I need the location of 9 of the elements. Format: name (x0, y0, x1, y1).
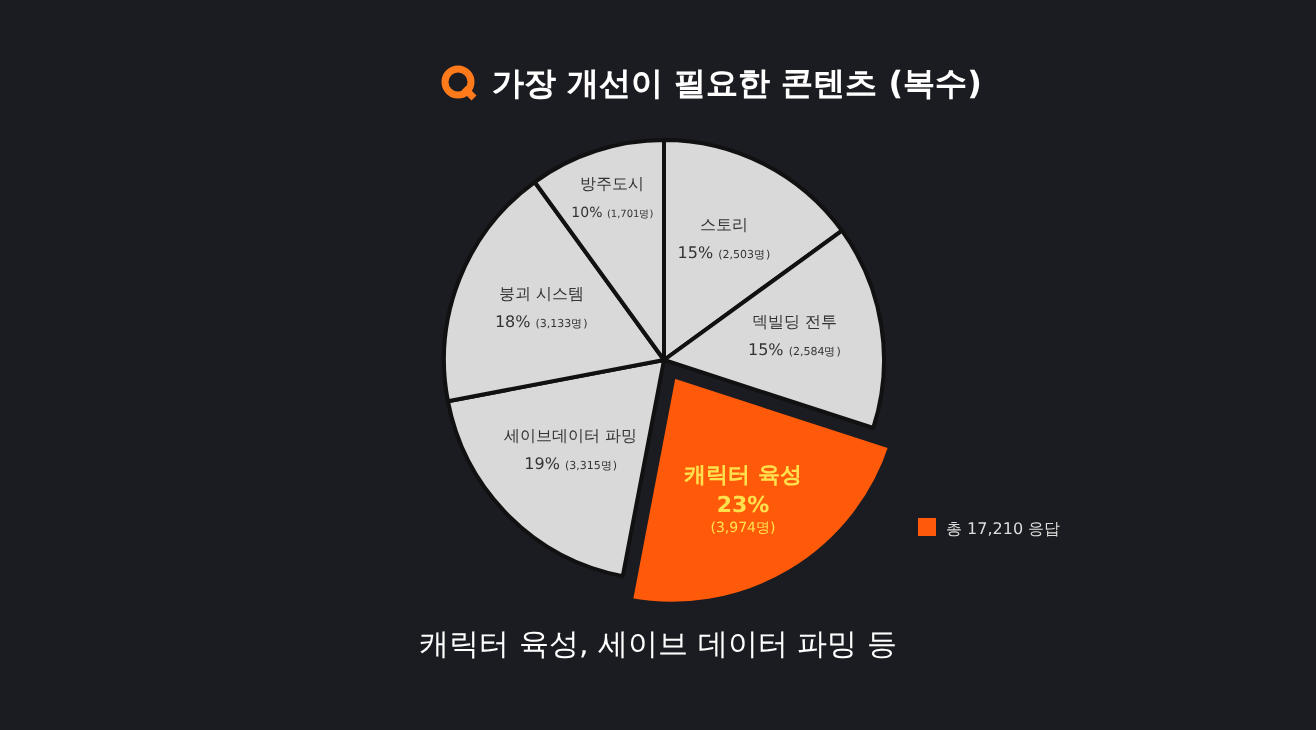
slice-label: 붕괴 시스템 (498, 285, 584, 304)
slice-label: 방주도시 (580, 174, 645, 193)
text: 캐릭터 육성, 세이브 데이터 파밍 등 (419, 626, 897, 662)
text: 총 17,210 응답 (946, 520, 1061, 538)
slice-label: 덱빌딩 전투 (751, 313, 837, 332)
slice-label: 스토리 (699, 216, 748, 235)
slice-label: 세이브데이터 파밍 (504, 427, 638, 446)
chart-title: 가장 개선이 필요한 콘텐츠 (복수) (492, 64, 982, 102)
slice-label: 캐릭터 육성 (682, 461, 802, 488)
